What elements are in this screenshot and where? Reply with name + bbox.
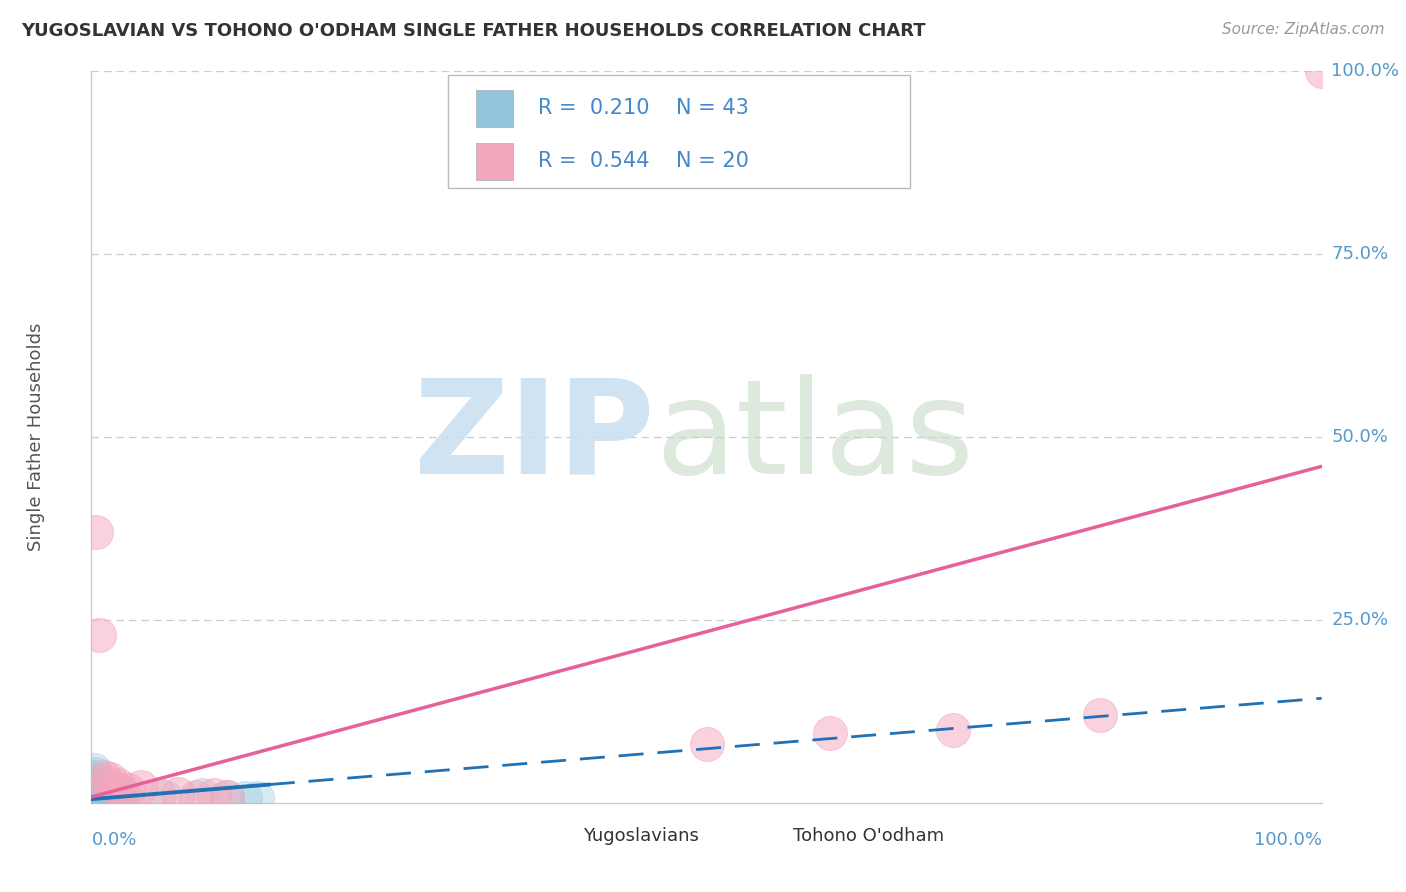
Point [111, 795, 134, 809]
Point [87, 627, 110, 641]
Point [84, 782, 107, 797]
Text: 0.0%: 0.0% [91, 830, 136, 848]
Point [98, 794, 121, 808]
Bar [744, 821, 776, 848]
Text: Single Father Households: Single Father Households [27, 323, 45, 551]
Text: 75.0%: 75.0% [1331, 245, 1389, 263]
Point [93, 791, 115, 805]
Text: YUGOSLAVIAN VS TOHONO O'ODHAM SINGLE FATHER HOUSEHOLDS CORRELATION CHART: YUGOSLAVIAN VS TOHONO O'ODHAM SINGLE FAT… [21, 22, 925, 40]
Point [103, 795, 125, 809]
Point [94, 795, 117, 809]
Point [941, 723, 963, 737]
Point [87, 789, 110, 803]
Text: R =  0.544    N = 20: R = 0.544 N = 20 [538, 152, 749, 171]
Text: R =  0.210    N = 43: R = 0.210 N = 43 [538, 98, 749, 119]
Point [129, 780, 152, 794]
Point [86, 773, 108, 788]
Point [86, 785, 108, 799]
Point [83, 763, 105, 777]
FancyBboxPatch shape [449, 75, 910, 188]
Point [202, 789, 225, 803]
Point [89, 789, 111, 804]
Point [96, 795, 117, 809]
Point [83, 789, 105, 803]
Point [96, 792, 118, 806]
Point [100, 794, 122, 808]
Point [96, 775, 117, 789]
Point [233, 790, 256, 805]
Point [82, 770, 104, 784]
Point [86, 787, 108, 801]
Text: 25.0%: 25.0% [1331, 611, 1389, 629]
Point [111, 785, 134, 799]
Point [90, 794, 112, 808]
Text: Tohono O'odham: Tohono O'odham [793, 827, 943, 845]
Point [105, 781, 127, 796]
Point [1310, 64, 1333, 78]
Bar [477, 90, 513, 127]
Point [84, 789, 107, 804]
Point [90, 785, 112, 799]
Point [191, 789, 214, 803]
Point [82, 781, 104, 796]
Text: Source: ZipAtlas.com: Source: ZipAtlas.com [1222, 22, 1385, 37]
Point [89, 794, 111, 808]
Bar [534, 821, 568, 848]
Point [153, 789, 177, 804]
Bar [477, 143, 513, 179]
Point [84, 766, 107, 780]
Point [1088, 708, 1111, 723]
Point [86, 525, 108, 540]
Point [117, 782, 139, 797]
Text: atlas: atlas [655, 374, 974, 500]
Text: 100.0%: 100.0% [1331, 62, 1399, 80]
Point [98, 772, 121, 787]
Point [86, 777, 108, 792]
Point [93, 782, 115, 797]
Point [166, 787, 188, 801]
Point [148, 789, 170, 803]
Point [87, 794, 110, 808]
Point [93, 795, 115, 809]
Text: ZIP: ZIP [413, 374, 655, 500]
Point [97, 795, 120, 809]
Point [83, 777, 105, 792]
Point [94, 789, 117, 804]
Point [86, 792, 108, 806]
Point [184, 789, 207, 804]
Point [93, 770, 115, 784]
Point [215, 789, 238, 804]
Point [86, 793, 108, 807]
Text: 50.0%: 50.0% [1331, 428, 1388, 446]
Point [215, 789, 238, 804]
Text: 100.0%: 100.0% [1254, 830, 1322, 848]
Point [695, 737, 717, 751]
Point [107, 795, 129, 809]
Point [107, 777, 129, 792]
Text: Yugoslavians: Yugoslavians [583, 827, 699, 845]
Point [91, 789, 114, 803]
Point [91, 794, 114, 808]
Point [105, 794, 127, 808]
Point [818, 726, 841, 740]
Point [117, 794, 139, 808]
Point [246, 791, 269, 805]
Point [87, 780, 110, 794]
